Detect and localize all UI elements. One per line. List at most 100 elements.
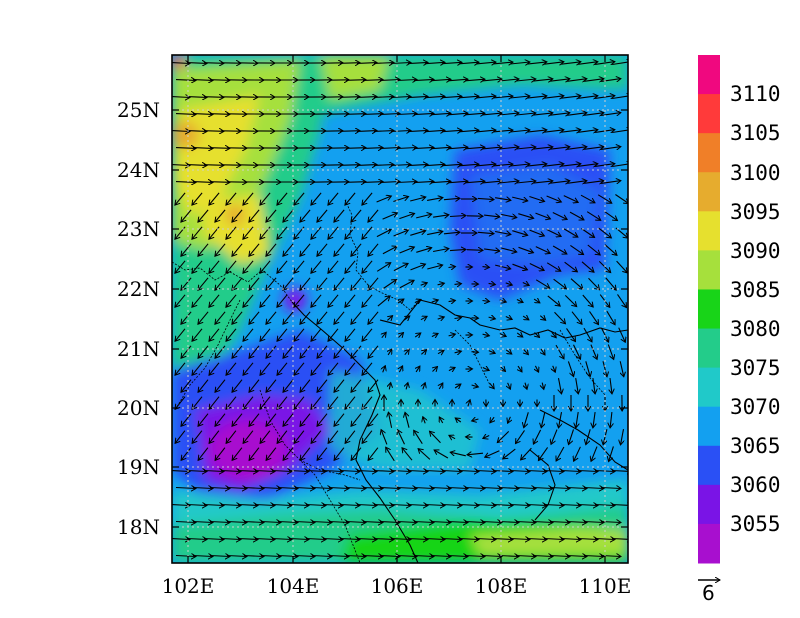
wind-vector <box>175 396 186 410</box>
wind-vector <box>464 113 485 115</box>
wind-vector <box>475 96 496 98</box>
wind-vector <box>527 130 547 132</box>
wind-vector <box>413 181 434 182</box>
wind-vector <box>544 96 564 98</box>
wind-vector <box>529 263 544 271</box>
wind-vector <box>311 362 322 375</box>
wind-vector <box>334 379 345 393</box>
wind-vector <box>328 430 339 444</box>
wind-vector <box>498 79 519 81</box>
wind-vector <box>407 539 428 540</box>
wind-vector <box>584 181 604 184</box>
wind-vector <box>561 164 581 166</box>
wind-vector <box>510 130 530 132</box>
wind-vector <box>243 328 254 341</box>
wind-vector <box>475 505 496 506</box>
wind-vector <box>277 556 298 557</box>
wind-vector <box>393 263 408 272</box>
wind-vector <box>601 147 621 150</box>
lon-label: 108E <box>475 574 528 598</box>
wind-vector <box>593 378 595 394</box>
lat-label: 18N <box>117 515 160 539</box>
wind-vector <box>482 334 490 336</box>
wind-vector <box>527 62 547 64</box>
wind-vector <box>283 209 294 222</box>
wind-vector <box>175 114 196 115</box>
wind-vector <box>475 164 496 166</box>
wind-vector <box>192 328 203 341</box>
wind-vector <box>356 505 377 506</box>
wind-vector <box>615 194 628 204</box>
wind-vector <box>441 471 462 472</box>
wind-vector <box>294 522 315 523</box>
wind-vector <box>192 80 213 81</box>
wind-vector <box>172 131 190 132</box>
wind-vector <box>260 430 271 444</box>
wind-vector <box>294 488 315 489</box>
wind-vector <box>407 164 428 165</box>
wind-vector <box>249 413 260 427</box>
wind-vector <box>581 261 594 272</box>
wind-vector <box>362 114 383 115</box>
wind-vector <box>390 165 411 166</box>
wind-vector <box>481 147 502 149</box>
wind-vector <box>410 197 426 202</box>
wind-vector <box>203 539 224 540</box>
wind-vector <box>616 260 628 273</box>
wind-vector <box>464 556 485 557</box>
wind-vector <box>550 147 570 149</box>
wind-vector <box>192 396 203 410</box>
wind-vector <box>260 362 271 375</box>
wind-vector <box>209 192 220 205</box>
wind-vector <box>443 232 460 234</box>
wind-vector <box>277 488 298 489</box>
wind-vector <box>181 311 192 324</box>
wind-vector <box>475 539 496 540</box>
wind-vector <box>458 505 479 506</box>
wind-vector <box>175 328 186 341</box>
wind-vector <box>277 328 288 341</box>
wind-vector <box>345 488 366 489</box>
wind-vector <box>560 539 581 540</box>
wind-vector <box>583 488 604 489</box>
wind-vector <box>587 244 600 255</box>
wind-vector <box>525 382 527 390</box>
wind-vector <box>424 96 445 97</box>
wind-vector <box>243 396 254 410</box>
wind-vector <box>283 379 294 393</box>
wind-vector <box>535 365 538 372</box>
wind-vector <box>373 539 394 540</box>
wind-vector <box>619 361 624 377</box>
wind-vector <box>430 556 451 557</box>
wind-vector <box>203 131 224 132</box>
wind-vector <box>243 192 254 205</box>
wind-vector <box>362 522 383 523</box>
wind-vector <box>550 79 570 81</box>
wind-vector <box>249 447 260 461</box>
wind-vector <box>549 556 570 557</box>
wind-vector <box>458 164 479 166</box>
wind-vector <box>399 280 414 289</box>
wind-vector <box>510 96 530 98</box>
wind-vector <box>175 294 186 307</box>
wind-vector <box>294 556 315 557</box>
wind-vector <box>424 62 445 63</box>
wind-vector <box>544 130 564 132</box>
colorbar-swatch <box>698 250 720 290</box>
wind-vectors <box>172 62 628 557</box>
wind-vector <box>516 300 523 303</box>
wind-vector <box>277 430 288 444</box>
wind-vector <box>427 265 442 270</box>
wind-vector <box>546 229 561 237</box>
wind-vector <box>464 181 485 183</box>
wind-vector <box>345 556 366 557</box>
wind-vector <box>533 299 540 303</box>
wind-vector <box>311 260 322 273</box>
colorbar-swatch <box>698 211 720 251</box>
wind-vector <box>362 260 373 273</box>
wind-vector <box>431 333 438 336</box>
wind-vector <box>524 349 529 354</box>
wind-vector <box>482 368 489 371</box>
wind-vector <box>198 345 209 358</box>
wind-vector <box>399 366 402 373</box>
